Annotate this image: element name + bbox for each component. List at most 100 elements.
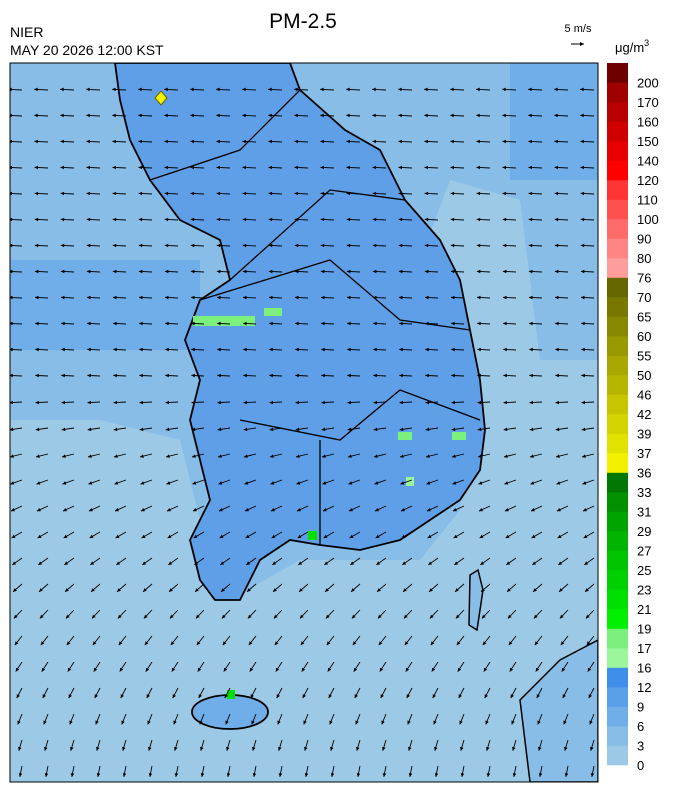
wind-arrow-head — [303, 720, 307, 725]
wind-arrow-head — [122, 746, 126, 751]
wind-arrow-head — [459, 720, 463, 725]
wind-arrow-head — [351, 588, 355, 592]
color-step — [607, 394, 628, 415]
wind-arrow-head — [268, 139, 272, 144]
wind-arrow-head — [399, 373, 403, 378]
wind-arrow-head — [512, 746, 516, 751]
wind-arrow-head — [476, 87, 480, 92]
wind-arrow-head — [61, 400, 66, 405]
wind-arrow-head — [294, 217, 299, 222]
wind-arrow-head — [18, 746, 22, 751]
wind-arrow-head — [143, 588, 147, 592]
wind-arrow-head — [321, 373, 325, 378]
wind-arrow-head — [582, 507, 587, 512]
wind-arrow-head — [222, 641, 227, 646]
wind-arrow-head — [119, 667, 124, 672]
wind-arrow-head — [171, 667, 176, 672]
wind-arrow-head — [562, 694, 566, 699]
wind-arrow-head — [450, 217, 455, 222]
wind-arrow-head — [503, 321, 507, 326]
wind-arrow-head — [484, 694, 488, 699]
wind-arrow-head — [112, 217, 117, 222]
wind-arrow-head — [555, 347, 559, 352]
colorbar: 0369121617192123252729313336373942465055… — [607, 63, 659, 773]
wind-arrow-head — [117, 588, 121, 592]
wind-arrow-head — [243, 400, 248, 405]
wind-arrow-head — [39, 614, 44, 619]
wind-arrow-head — [399, 321, 403, 326]
wind-arrow-head — [528, 165, 533, 170]
wind-arrow-head — [165, 347, 169, 352]
wind-arrow-head — [242, 87, 246, 92]
wind-arrow-head — [584, 561, 589, 565]
wind-arrow-head — [94, 694, 98, 699]
wind-arrow-head — [375, 534, 380, 539]
wind-arrow-head — [398, 113, 402, 118]
colorbar-label: 17 — [637, 641, 651, 656]
wind-arrow-head — [533, 588, 537, 592]
wind-arrow-head — [346, 165, 351, 170]
wind-arrow-head — [348, 481, 353, 485]
wind-arrow-head — [217, 427, 222, 432]
timestamp: MAY 20 2026 12:00 KST — [10, 42, 164, 58]
wind-arrow-head — [398, 243, 403, 248]
wind-arrow-head — [372, 217, 377, 222]
wind-arrow-head — [112, 243, 117, 248]
wind-arrow-head — [138, 217, 143, 222]
wind-arrow-head — [87, 347, 91, 352]
wind-arrow-head — [87, 400, 92, 405]
wind-arrow-head — [86, 295, 91, 300]
wind-arrow-head — [244, 481, 249, 485]
wind-arrow-head — [88, 507, 93, 512]
wind-arrow-head — [87, 427, 92, 432]
wind-arrow-head — [346, 269, 351, 274]
wind-arrow-head — [60, 113, 64, 118]
wind-arrow-head — [400, 481, 405, 485]
wind-arrow-head — [450, 243, 455, 248]
wind-arrow-head — [554, 87, 558, 92]
wind-arrow-head — [252, 746, 256, 751]
wind-arrow-head — [113, 400, 118, 405]
wind-arrow-head — [425, 347, 429, 352]
wind-arrow-head — [295, 347, 299, 352]
color-step — [607, 550, 628, 571]
colorbar-label: 110 — [637, 193, 658, 208]
colorbar-label: 33 — [637, 485, 651, 500]
wind-arrow-head — [373, 427, 378, 432]
wind-arrow-head — [243, 373, 247, 378]
wind-arrow-head — [169, 588, 173, 592]
wind-arrow-head — [424, 191, 429, 196]
wind-arrow-head — [372, 269, 377, 274]
wind-arrow-head — [382, 773, 387, 777]
wind-arrow-head — [35, 373, 39, 378]
wind-arrow-head — [477, 321, 481, 326]
wind-arrow-head — [216, 165, 221, 170]
wind-arrow-head — [320, 243, 325, 248]
wind-arrow-head — [580, 165, 585, 170]
colorbar-label: 70 — [637, 290, 651, 305]
wind-arrow-head — [429, 614, 434, 619]
wind-arrow-head — [580, 269, 585, 274]
wind-arrow-head — [321, 347, 325, 352]
wind-arrow-head — [477, 454, 482, 458]
wind-arrow-head — [271, 534, 276, 539]
color-step — [607, 277, 628, 298]
wind-arrow-head — [268, 217, 273, 222]
wind-arrow-head — [42, 694, 46, 699]
wind-arrow-head — [138, 243, 143, 248]
wind-arrow-head — [41, 667, 46, 672]
wind-arrow-head — [580, 139, 584, 144]
wind-arrow-head — [378, 641, 383, 646]
wind-arrow-head — [478, 481, 483, 485]
wind-arrow-head — [34, 87, 38, 92]
color-step — [607, 745, 628, 766]
wind-arrow-head — [196, 641, 201, 646]
wind-arrow-head — [164, 139, 168, 144]
wind-arrow-head — [217, 347, 221, 352]
wind-arrow-head — [10, 217, 13, 222]
wind-arrow-head — [138, 269, 143, 274]
wind-arrow-head — [147, 720, 151, 725]
wind-arrow-head — [356, 773, 361, 777]
wind-arrow-head — [220, 561, 225, 565]
wind-arrow-head — [39, 588, 43, 592]
